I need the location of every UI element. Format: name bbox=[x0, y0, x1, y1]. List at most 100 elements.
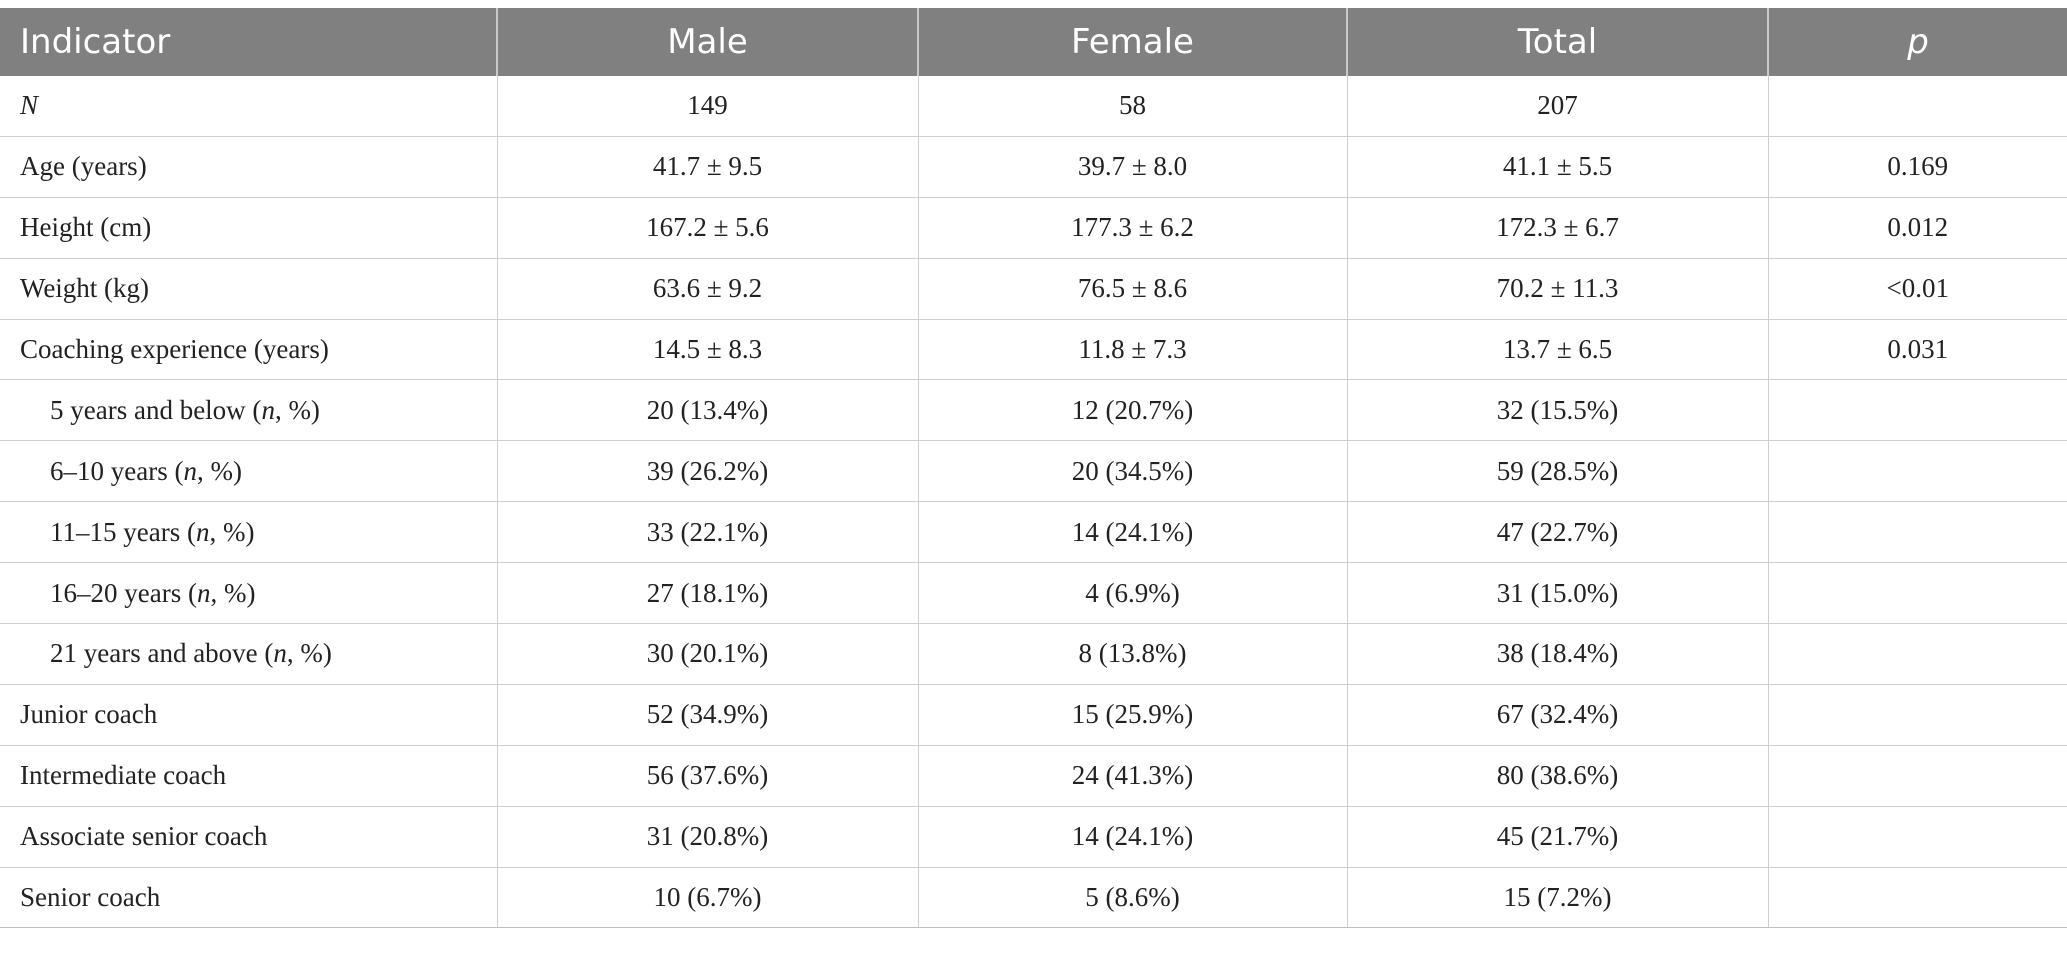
cell-p-value bbox=[1767, 745, 2067, 807]
cell-male: 63.6 ± 9.2 bbox=[496, 258, 918, 320]
row-label-text: Coaching experience (years) bbox=[20, 334, 329, 364]
table-body: N 149 58 207 Age (years) 41.7 ± 9.5 39.7 ± 8.0… bbox=[0, 76, 2067, 929]
row-label: Height (cm) bbox=[0, 197, 497, 259]
cell-female: 8 (13.8%) bbox=[917, 623, 1347, 685]
cell-female: 4 (6.9%) bbox=[917, 562, 1347, 625]
cell-p-value bbox=[1767, 684, 2067, 746]
cell-male: 14.5 ± 8.3 bbox=[496, 319, 918, 381]
cell-female: 15 (25.9%) bbox=[917, 684, 1347, 746]
cell-male: 10 (6.7%) bbox=[496, 867, 918, 929]
row-label-italic: n bbox=[195, 516, 210, 547]
row-label: 5 years and below (n, %) bbox=[0, 379, 497, 442]
table-row: Age (years) 41.7 ± 9.5 39.7 ± 8.0 41.1 ± 5.… bbox=[0, 136, 2067, 198]
cell-total: 45 (21.7%) bbox=[1346, 806, 1768, 868]
row-label-suffix: , %) bbox=[196, 455, 242, 486]
header-p-value: p bbox=[1767, 8, 2067, 76]
row-label-text: Weight (kg) bbox=[20, 273, 150, 304]
cell-total: 172.3 ± 6.7 bbox=[1346, 197, 1768, 259]
row-label-text: 5 years and below ( bbox=[50, 394, 262, 425]
cell-p-value: <0.01 bbox=[1767, 258, 2067, 320]
header-total: Total bbox=[1346, 8, 1768, 76]
cell-female: 76.5 ± 8.6 bbox=[917, 258, 1347, 320]
row-label-text: Junior coach bbox=[20, 699, 158, 730]
cell-male: 20 (13.4%) bbox=[496, 379, 918, 442]
cell-total: 31 (15.0%) bbox=[1346, 562, 1768, 625]
cell-female: 14 (24.1%) bbox=[917, 501, 1347, 564]
cell-female: 12 (20.7%) bbox=[917, 379, 1347, 442]
row-label-suffix: , %) bbox=[209, 516, 255, 547]
cell-male: 52 (34.9%) bbox=[496, 684, 918, 746]
table-row: Weight (kg) 63.6 ± 9.2 76.5 ± 8.6 70.2 ± 11… bbox=[0, 258, 2067, 320]
table-header: Indicator Male Female Total p bbox=[0, 8, 2067, 76]
cell-p-value bbox=[1767, 623, 2067, 685]
row-label-italic: n bbox=[261, 394, 275, 425]
cell-male: 31 (20.8%) bbox=[496, 806, 918, 868]
row-label-text: Associate senior coach bbox=[20, 821, 268, 852]
cell-male: 27 (18.1%) bbox=[496, 562, 918, 625]
cell-p-value bbox=[1767, 806, 2067, 868]
cell-male: 149 bbox=[496, 76, 918, 137]
cell-p-value bbox=[1767, 379, 2067, 442]
row-label: 21 years and above (n, %) bbox=[0, 623, 497, 685]
row-label: Junior coach bbox=[0, 684, 497, 746]
row-label-text: N bbox=[20, 90, 39, 121]
cell-female: 58 bbox=[917, 76, 1347, 137]
cell-male: 30 (20.1%) bbox=[496, 623, 918, 685]
row-label: Coaching experience (years) bbox=[0, 319, 497, 381]
cell-total: 67 (32.4%) bbox=[1346, 684, 1768, 746]
cell-total: 38 (18.4%) bbox=[1346, 623, 1768, 685]
row-label: Age (years) bbox=[0, 136, 497, 198]
cell-female: 11.8 ± 7.3 bbox=[917, 319, 1347, 381]
cell-total: 70.2 ± 11.3 bbox=[1346, 258, 1768, 320]
table-row: Senior coach 10 (6.7%) 5 (8.6%) 15 (7.2%) bbox=[0, 867, 2067, 929]
table-row: Coaching experience (years) 14.5 ± 8.3 11.… bbox=[0, 319, 2067, 381]
cell-total: 59 (28.5%) bbox=[1346, 440, 1768, 503]
cell-total: 47 (22.7%) bbox=[1346, 501, 1768, 564]
row-label: Weight (kg) bbox=[0, 258, 497, 320]
table-row: 11–15 years (n, %) 33 (22.1%) 14 (24.1%) 47… bbox=[0, 501, 2067, 564]
cell-p-value: 0.012 bbox=[1767, 197, 2067, 259]
cell-p-value: 0.169 bbox=[1767, 136, 2067, 198]
header-row: Indicator Male Female Total p bbox=[0, 8, 2067, 76]
cell-p-value bbox=[1767, 867, 2067, 929]
cell-female: 14 (24.1%) bbox=[917, 806, 1347, 868]
row-label-text: 21 years and above ( bbox=[50, 638, 274, 669]
cell-p-value bbox=[1767, 562, 2067, 625]
header-female: Female bbox=[917, 8, 1347, 76]
cell-male: 56 (37.6%) bbox=[496, 745, 918, 807]
row-label-text: Age (years) bbox=[20, 151, 147, 182]
row-label-text: 11–15 years ( bbox=[50, 516, 196, 547]
cell-total: 13.7 ± 6.5 bbox=[1346, 319, 1768, 381]
row-label: 6–10 years (n, %) bbox=[0, 440, 497, 503]
row-label-italic: n bbox=[196, 577, 211, 608]
cell-p-value bbox=[1767, 501, 2067, 564]
cell-female: 177.3 ± 6.2 bbox=[917, 197, 1347, 259]
table-row: 5 years and below (n, %) 20 (13.4%) 12 (20… bbox=[0, 379, 2067, 442]
header-p-label: p bbox=[1907, 22, 1929, 62]
cell-female: 24 (41.3%) bbox=[917, 745, 1347, 807]
demographics-table-container: Indicator Male Female Total p N 149 58 207 A… bbox=[0, 8, 2067, 929]
cell-total: 32 (15.5%) bbox=[1346, 379, 1768, 442]
table-row: N 149 58 207 bbox=[0, 76, 2067, 137]
row-label-text: 6–10 years ( bbox=[50, 455, 184, 486]
cell-total: 80 (38.6%) bbox=[1346, 745, 1768, 807]
table-row: Height (cm) 167.2 ± 5.6 177.3 ± 6.2 172.3 ±… bbox=[0, 197, 2067, 259]
row-label: 11–15 years (n, %) bbox=[0, 501, 497, 564]
row-label: Senior coach bbox=[0, 867, 497, 929]
row-label: Intermediate coach bbox=[0, 745, 497, 807]
table-row: Intermediate coach 56 (37.6%) 24 (41.3%) 80… bbox=[0, 745, 2067, 807]
cell-p-value: 0.031 bbox=[1767, 319, 2067, 381]
demographics-table: Indicator Male Female Total p N 149 58 207 A… bbox=[0, 8, 2067, 929]
cell-p-value bbox=[1767, 76, 2067, 137]
row-label-text: Intermediate coach bbox=[20, 760, 227, 791]
header-male: Male bbox=[496, 8, 918, 76]
row-label-text: 16–20 years ( bbox=[50, 577, 197, 608]
table-row: Associate senior coach 31 (20.8%) 14 (24.1… bbox=[0, 806, 2067, 868]
table-row: 16–20 years (n, %) 27 (18.1%) 4 (6.9%) 31 (… bbox=[0, 562, 2067, 625]
row-label-italic: n bbox=[273, 638, 287, 669]
cell-male: 33 (22.1%) bbox=[496, 501, 918, 564]
table-row: Junior coach 52 (34.9%) 15 (25.9%) 67 (32.4… bbox=[0, 684, 2067, 746]
cell-total: 41.1 ± 5.5 bbox=[1346, 136, 1768, 198]
cell-male: 41.7 ± 9.5 bbox=[496, 136, 918, 198]
cell-male: 167.2 ± 5.6 bbox=[496, 197, 918, 259]
